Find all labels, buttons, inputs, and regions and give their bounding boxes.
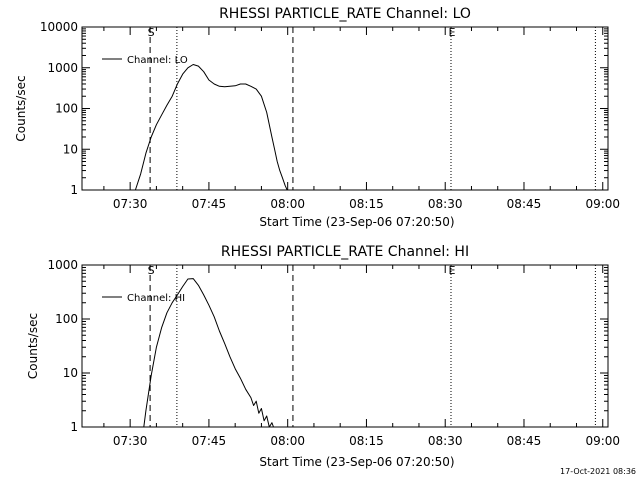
y-tick-label: 100	[55, 312, 78, 326]
y-tick-label: 1000	[47, 258, 78, 272]
x-tick-label: 08:00	[270, 197, 305, 211]
marker-s: S	[148, 26, 155, 39]
x-tick-label: 08:45	[507, 434, 542, 448]
x-axis-label: Start Time (23-Sep-06 07:20:50)	[259, 215, 454, 229]
marker-e: E	[449, 264, 456, 277]
x-axis-label: Start Time (23-Sep-06 07:20:50)	[259, 455, 454, 469]
x-tick-label: 07:45	[192, 197, 227, 211]
chart-title: RHESSI PARTICLE_RATE Channel: HI	[221, 244, 469, 260]
footer-date: 17-Oct-2021 08:36	[560, 467, 636, 476]
y-axis-label: Counts/sec	[26, 313, 40, 379]
plot-frame	[81, 26, 609, 191]
marker-s: S	[148, 264, 155, 277]
legend-entry: Channel: LO	[127, 55, 188, 66]
chart-panel-1: RHESSI PARTICLE_RATE Channel: HI 1 10 100 10…	[26, 244, 620, 469]
x-tick-label: 08:15	[349, 197, 384, 211]
x-tick-label: 08:00	[270, 434, 305, 448]
y-tick-label: 1	[70, 183, 78, 197]
x-tick-label: 07:30	[113, 434, 148, 448]
series-line	[143, 278, 274, 428]
x-tick-label: 07:30	[113, 197, 148, 211]
chart-title: RHESSI PARTICLE_RATE Channel: LO	[219, 6, 471, 22]
y-tick-label: 1000	[47, 61, 78, 75]
x-tick-label: 09:00	[585, 434, 620, 448]
y-axis-label: Counts/sec	[14, 75, 28, 141]
y-tick-label: 10	[63, 142, 78, 156]
marker-e: E	[449, 26, 456, 39]
legend-entry: Channel: HI	[127, 293, 185, 304]
y-tick-label: 10	[63, 366, 78, 380]
x-tick-label: 08:30	[428, 434, 463, 448]
x-tick-label: 09:00	[585, 197, 620, 211]
x-tick-label: 08:30	[428, 197, 463, 211]
chart-panels: RHESSI PARTICLE_RATE Channel: LO11010010…	[14, 6, 620, 469]
x-tick-label: 07:45	[192, 434, 227, 448]
plot-frame	[81, 264, 609, 428]
series-line	[134, 64, 288, 191]
y-tick-label: 10000	[40, 20, 78, 34]
y-tick-label: 100	[55, 102, 78, 116]
chart-panel-0: RHESSI PARTICLE_RATE Channel: LO 1 10 100 10…	[14, 6, 620, 229]
y-tick-label: 1	[70, 420, 78, 434]
x-tick-label: 08:45	[507, 197, 542, 211]
x-tick-label: 08:15	[349, 434, 384, 448]
